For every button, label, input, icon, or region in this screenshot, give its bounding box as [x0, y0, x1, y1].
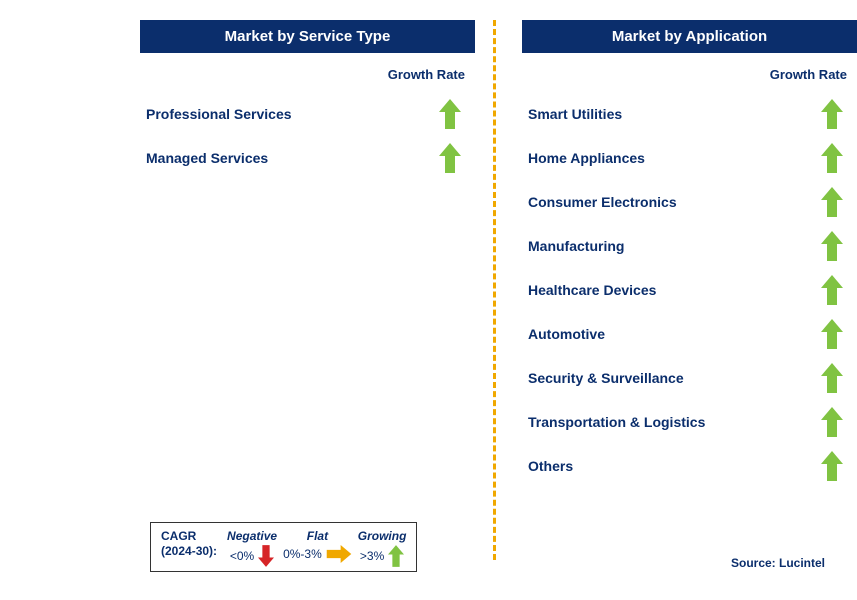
row-label: Transportation & Logistics: [528, 414, 705, 430]
growth-rate-label-right: Growth Rate: [522, 53, 857, 92]
legend-item-range: 0%-3%: [283, 545, 352, 563]
list-item: Smart Utilities: [522, 92, 857, 136]
row-label: Security & Surveillance: [528, 370, 684, 386]
list-item: Managed Services: [140, 136, 475, 180]
list-item: Professional Services: [140, 92, 475, 136]
legend-item: Growing >3%: [358, 529, 407, 567]
rows-left: Professional Services Managed Services: [140, 92, 475, 180]
list-item: Transportation & Logistics: [522, 400, 857, 444]
list-item: Manufacturing: [522, 224, 857, 268]
list-item: Others: [522, 444, 857, 488]
list-item: Healthcare Devices: [522, 268, 857, 312]
rows-right: Smart Utilities Home Appliances Consumer E…: [522, 92, 857, 488]
panel-header-right: Market by Application: [522, 20, 857, 53]
legend-item: Negative <0%: [227, 529, 277, 567]
row-label: Smart Utilities: [528, 106, 622, 122]
legend-item: Flat 0%-3%: [283, 529, 352, 567]
growth-arrow-up-icon: [821, 275, 843, 305]
legend-item-name: Growing: [358, 529, 407, 543]
cagr-legend: CAGR (2024-30): Negative <0% Flat 0%-3% Grow…: [150, 522, 417, 572]
row-label: Professional Services: [146, 106, 292, 122]
list-item: Automotive: [522, 312, 857, 356]
legend-cagr-line1: CAGR: [161, 529, 196, 543]
legend-arrow-down-icon: [258, 545, 274, 567]
growth-rate-label-left: Growth Rate: [140, 53, 475, 92]
legend-range-text: <0%: [230, 549, 254, 563]
list-item: Security & Surveillance: [522, 356, 857, 400]
legend-item-name: Flat: [307, 529, 328, 543]
row-label: Healthcare Devices: [528, 282, 656, 298]
growth-arrow-up-icon: [821, 451, 843, 481]
legend-item-range: >3%: [360, 545, 404, 567]
growth-arrow-up-icon: [821, 231, 843, 261]
legend-cagr-label: CAGR (2024-30):: [161, 529, 217, 559]
legend-range-text: 0%-3%: [283, 547, 322, 561]
row-label: Others: [528, 458, 573, 474]
growth-arrow-up-icon: [821, 407, 843, 437]
row-label: Manufacturing: [528, 238, 624, 254]
legend-cagr-line2: (2024-30):: [161, 544, 217, 558]
panel-service-type: Market by Service Type Growth Rate Profe…: [140, 20, 475, 180]
growth-arrow-up-icon: [821, 187, 843, 217]
legend-item-name: Negative: [227, 529, 277, 543]
legend-item-range: <0%: [230, 545, 274, 567]
panel-divider: [493, 20, 496, 560]
panel-application: Market by Application Growth Rate Smart …: [522, 20, 857, 488]
legend-arrow-flat-icon: [326, 545, 352, 563]
panel-header-left: Market by Service Type: [140, 20, 475, 53]
growth-arrow-up-icon: [821, 99, 843, 129]
growth-arrow-up-icon: [439, 143, 461, 173]
growth-arrow-up-icon: [821, 319, 843, 349]
row-label: Managed Services: [146, 150, 268, 166]
growth-arrow-up-icon: [821, 363, 843, 393]
legend-items: Negative <0% Flat 0%-3% Growing >3%: [227, 529, 406, 567]
source-label: Source: Lucintel: [731, 556, 825, 570]
legend-arrow-up-icon: [388, 545, 404, 567]
row-label: Consumer Electronics: [528, 194, 677, 210]
row-label: Automotive: [528, 326, 605, 342]
row-label: Home Appliances: [528, 150, 645, 166]
legend-range-text: >3%: [360, 549, 384, 563]
list-item: Home Appliances: [522, 136, 857, 180]
list-item: Consumer Electronics: [522, 180, 857, 224]
growth-arrow-up-icon: [439, 99, 461, 129]
growth-arrow-up-icon: [821, 143, 843, 173]
